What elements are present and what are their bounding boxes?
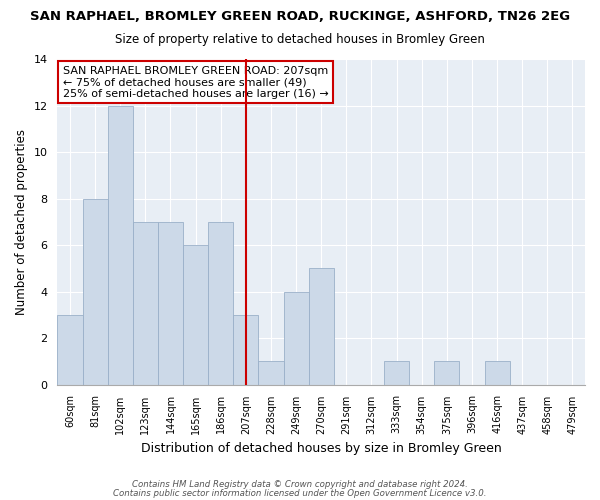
- Text: Contains public sector information licensed under the Open Government Licence v3: Contains public sector information licen…: [113, 488, 487, 498]
- Bar: [308, 268, 334, 384]
- Y-axis label: Number of detached properties: Number of detached properties: [15, 129, 28, 315]
- Bar: [434, 362, 460, 384]
- Bar: [208, 222, 233, 384]
- Bar: [183, 245, 208, 384]
- Bar: [233, 315, 259, 384]
- Bar: [107, 106, 133, 384]
- Bar: [58, 315, 83, 384]
- Bar: [83, 198, 107, 384]
- Text: Contains HM Land Registry data © Crown copyright and database right 2024.: Contains HM Land Registry data © Crown c…: [132, 480, 468, 489]
- X-axis label: Distribution of detached houses by size in Bromley Green: Distribution of detached houses by size …: [141, 442, 502, 455]
- Text: Size of property relative to detached houses in Bromley Green: Size of property relative to detached ho…: [115, 32, 485, 46]
- Text: SAN RAPHAEL BROMLEY GREEN ROAD: 207sqm
← 75% of detached houses are smaller (49): SAN RAPHAEL BROMLEY GREEN ROAD: 207sqm ←…: [62, 66, 328, 98]
- Text: SAN RAPHAEL, BROMLEY GREEN ROAD, RUCKINGE, ASHFORD, TN26 2EG: SAN RAPHAEL, BROMLEY GREEN ROAD, RUCKING…: [30, 10, 570, 23]
- Bar: [384, 362, 409, 384]
- Bar: [133, 222, 158, 384]
- Bar: [485, 362, 509, 384]
- Bar: [158, 222, 183, 384]
- Bar: [284, 292, 308, 384]
- Bar: [259, 362, 284, 384]
